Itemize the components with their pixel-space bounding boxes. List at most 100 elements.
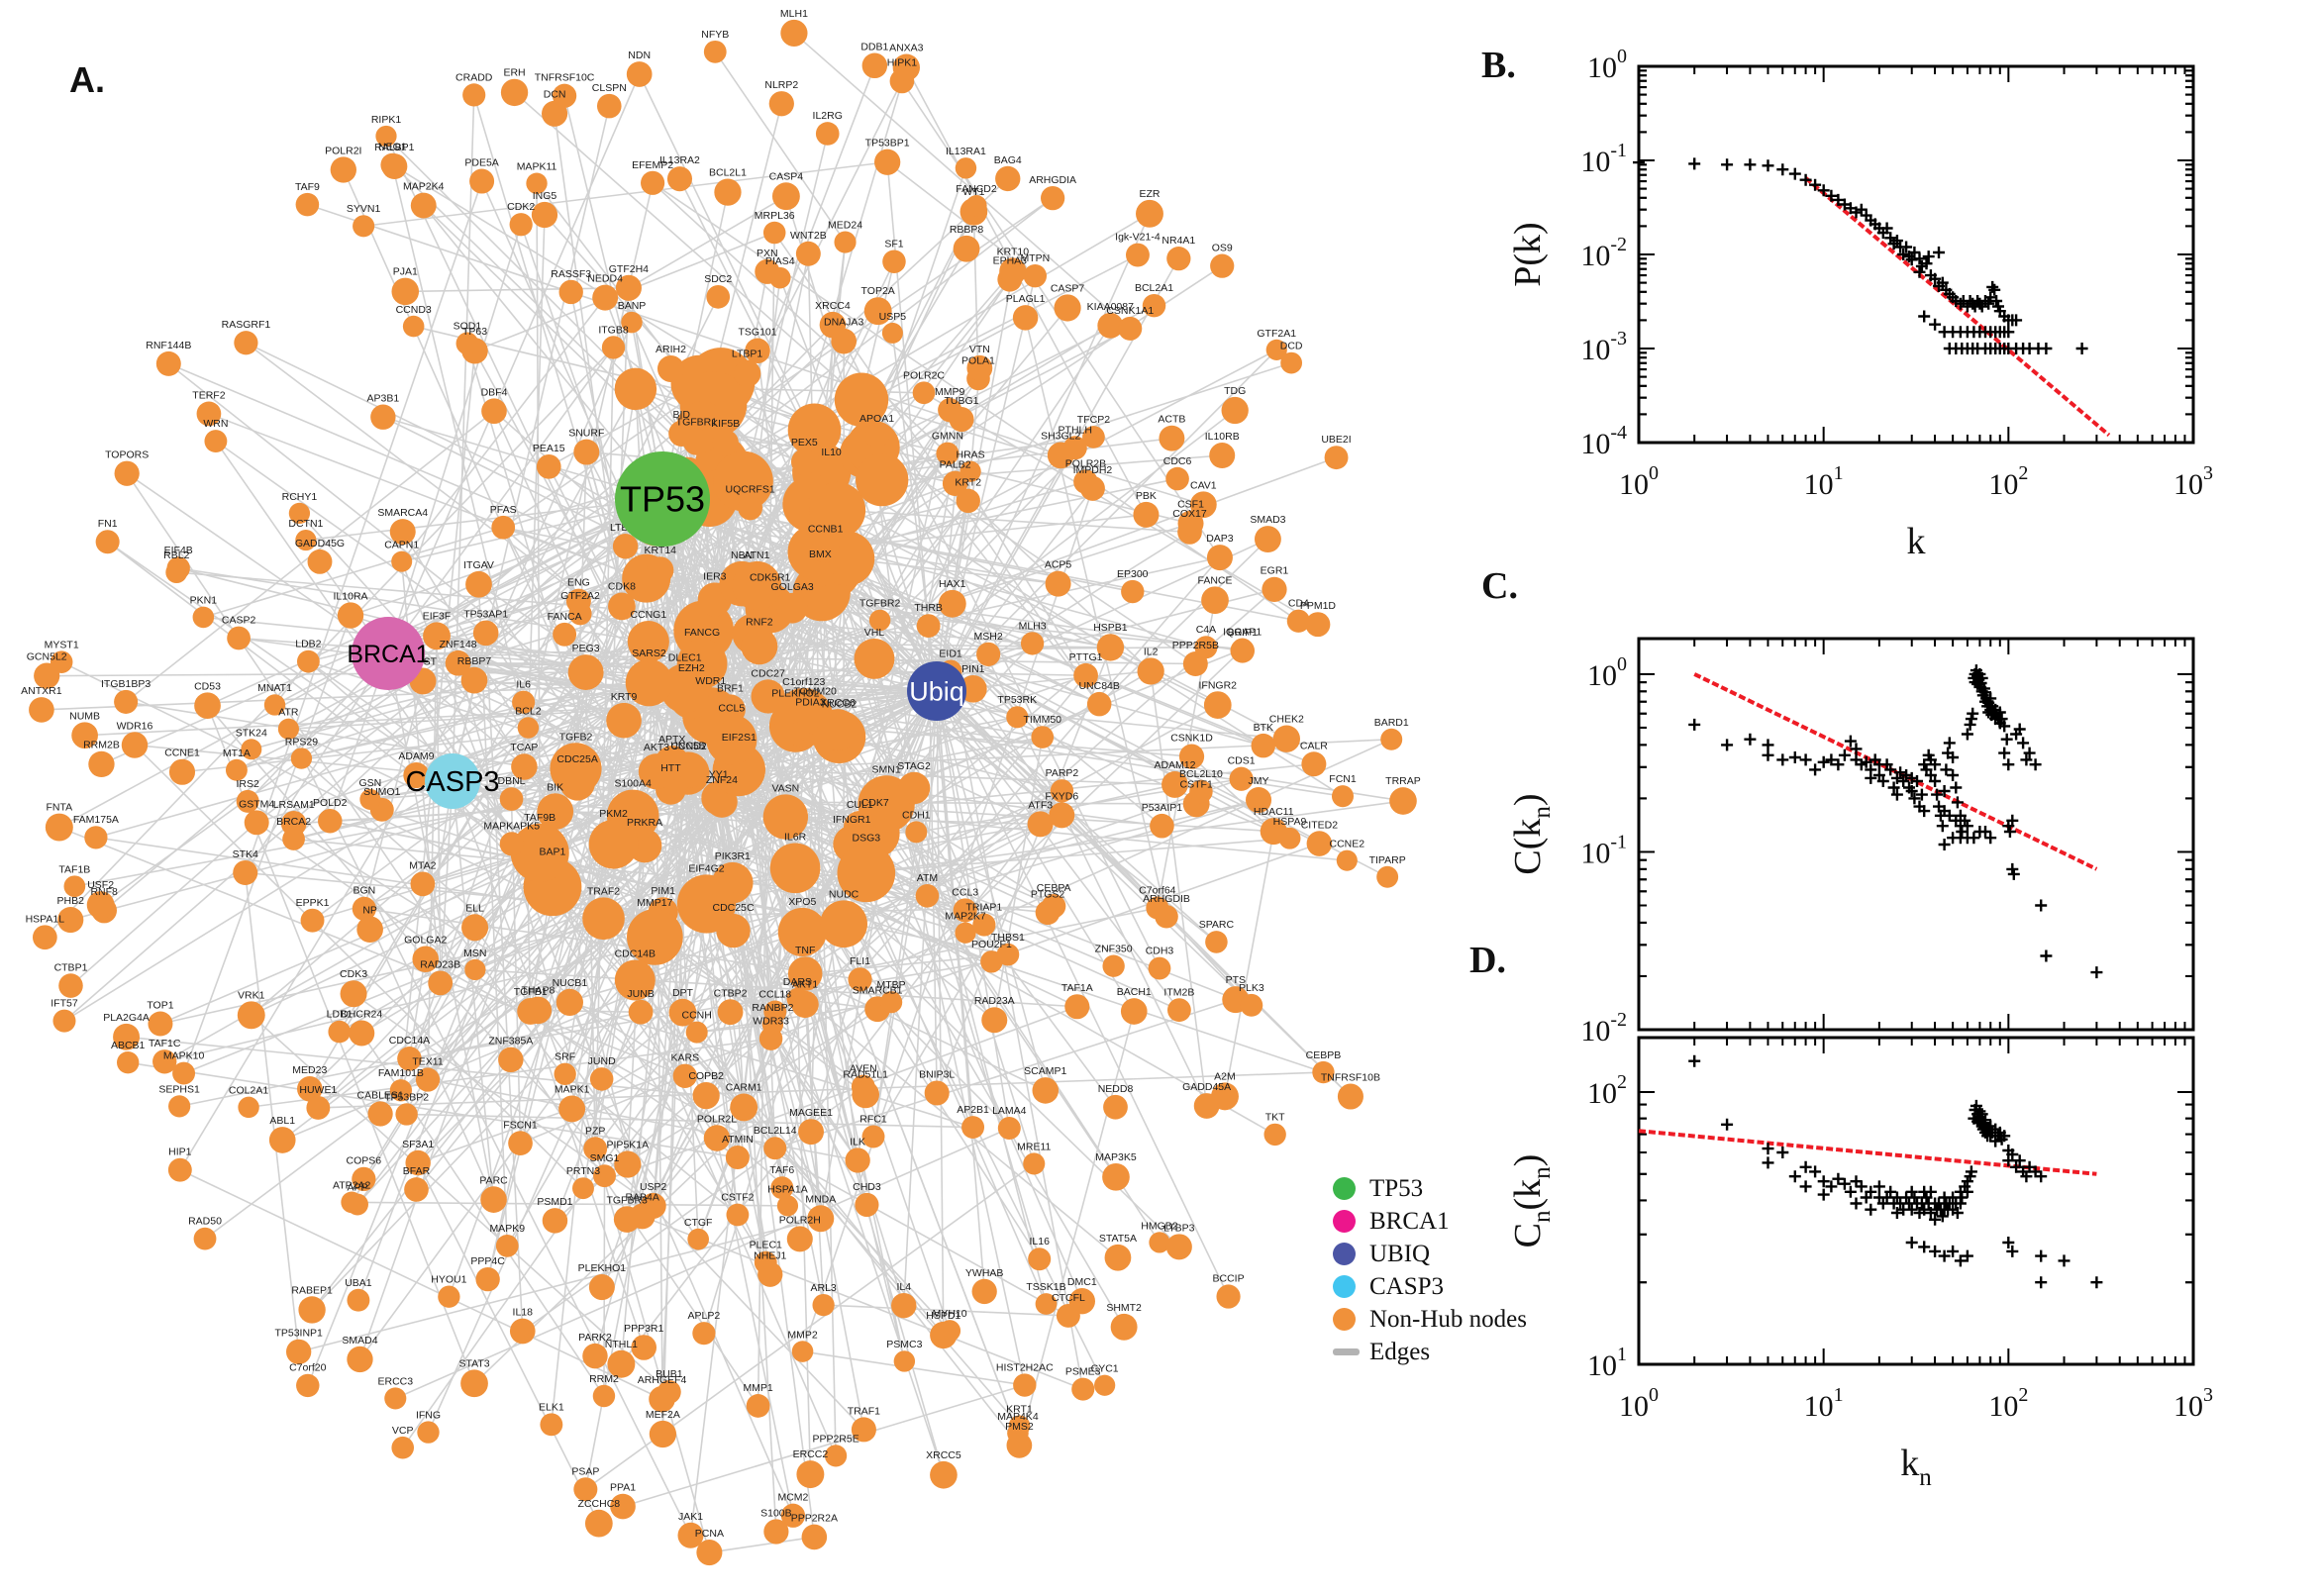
network-node <box>1045 570 1071 597</box>
edge <box>409 960 992 1060</box>
network-node <box>751 679 785 714</box>
edge <box>178 907 1158 1108</box>
edge <box>287 728 692 1537</box>
edge <box>804 1004 822 1219</box>
network-node <box>733 359 761 388</box>
network-node <box>717 999 744 1026</box>
network-node <box>837 844 896 903</box>
network-node <box>491 515 516 540</box>
network-node <box>676 874 737 934</box>
tick-label: 10-2 <box>1580 1009 1627 1047</box>
tick-label: 103 <box>2173 462 2213 501</box>
legend-item-ubiq: UBIQ <box>1333 1238 1527 1270</box>
edge <box>387 73 641 654</box>
network-node <box>614 1150 642 1178</box>
network-node <box>412 946 439 972</box>
network-node <box>542 1208 568 1234</box>
fit-line <box>1804 176 2111 438</box>
edge <box>688 769 1180 1247</box>
network-node <box>1006 706 1029 729</box>
edge <box>620 790 1063 1365</box>
network-node <box>583 1137 608 1161</box>
edge <box>809 500 969 726</box>
legend-item-edges: Edges <box>1333 1336 1527 1368</box>
edge <box>730 790 1062 1013</box>
edge <box>830 470 1230 1297</box>
edge <box>423 205 663 500</box>
network-node <box>428 970 454 996</box>
tick-marks <box>1638 639 2194 1031</box>
edge <box>317 566 831 1109</box>
network-node <box>855 1192 879 1217</box>
edge <box>652 182 1299 622</box>
network-node <box>786 1226 813 1252</box>
edge <box>125 701 719 799</box>
edge <box>628 195 787 289</box>
tick-label: 103 <box>2173 1384 2213 1423</box>
network-node <box>340 980 367 1008</box>
network-node <box>480 1186 507 1213</box>
edge <box>793 32 1131 330</box>
edge <box>363 680 424 910</box>
edge <box>107 541 454 782</box>
edge <box>814 715 1344 797</box>
tick-label: 102 <box>1587 1071 1627 1110</box>
network-node <box>879 991 903 1014</box>
network-node <box>550 743 602 795</box>
legend-label-ubiq: UBIQ <box>1369 1240 1431 1267</box>
network-node <box>672 1063 697 1088</box>
edge <box>1024 317 1167 917</box>
network-node <box>1050 779 1074 803</box>
edge <box>307 660 664 913</box>
network-node <box>517 717 540 739</box>
edge <box>408 780 454 1059</box>
network-node <box>864 424 889 449</box>
edge <box>385 135 1352 1098</box>
network-node <box>706 285 731 309</box>
network-node <box>536 453 561 479</box>
edge-swatch-icon <box>1333 1348 1360 1355</box>
edge <box>244 180 483 873</box>
network-node <box>1102 954 1125 977</box>
network-node <box>738 495 763 521</box>
edge <box>343 169 646 847</box>
network-node <box>410 871 436 897</box>
network-node <box>558 1095 586 1123</box>
network-node <box>703 1125 731 1151</box>
edge <box>623 720 684 1013</box>
edge <box>69 822 257 987</box>
network-node <box>915 883 940 908</box>
edge <box>63 498 663 1022</box>
tp53-swatch-icon <box>1333 1177 1356 1200</box>
network-node <box>798 1119 825 1146</box>
network-node <box>834 372 889 427</box>
scatter-points <box>1688 664 2103 979</box>
network-node <box>1027 811 1054 838</box>
network-node <box>787 956 823 991</box>
edge <box>551 918 605 1425</box>
brca1-swatch-icon <box>1333 1210 1356 1233</box>
network-node <box>464 958 486 981</box>
network-node <box>613 1206 641 1233</box>
network-node <box>300 908 325 933</box>
edge <box>847 557 1059 585</box>
edge <box>406 1113 973 1129</box>
network-node <box>1086 691 1112 717</box>
network-node <box>465 570 492 598</box>
network-node <box>712 429 739 456</box>
edge <box>473 322 633 681</box>
edge <box>774 998 1237 1149</box>
edge <box>409 911 664 1059</box>
network-node <box>582 897 625 941</box>
edge <box>936 270 1014 692</box>
network-node <box>687 1228 709 1250</box>
network-node <box>1049 802 1075 829</box>
edge <box>44 347 615 939</box>
network-node <box>498 1047 524 1073</box>
network-node <box>1041 894 1066 919</box>
network-node <box>572 1177 594 1200</box>
network-node <box>1096 634 1125 661</box>
network-node <box>848 967 872 992</box>
network-node <box>758 1261 783 1287</box>
